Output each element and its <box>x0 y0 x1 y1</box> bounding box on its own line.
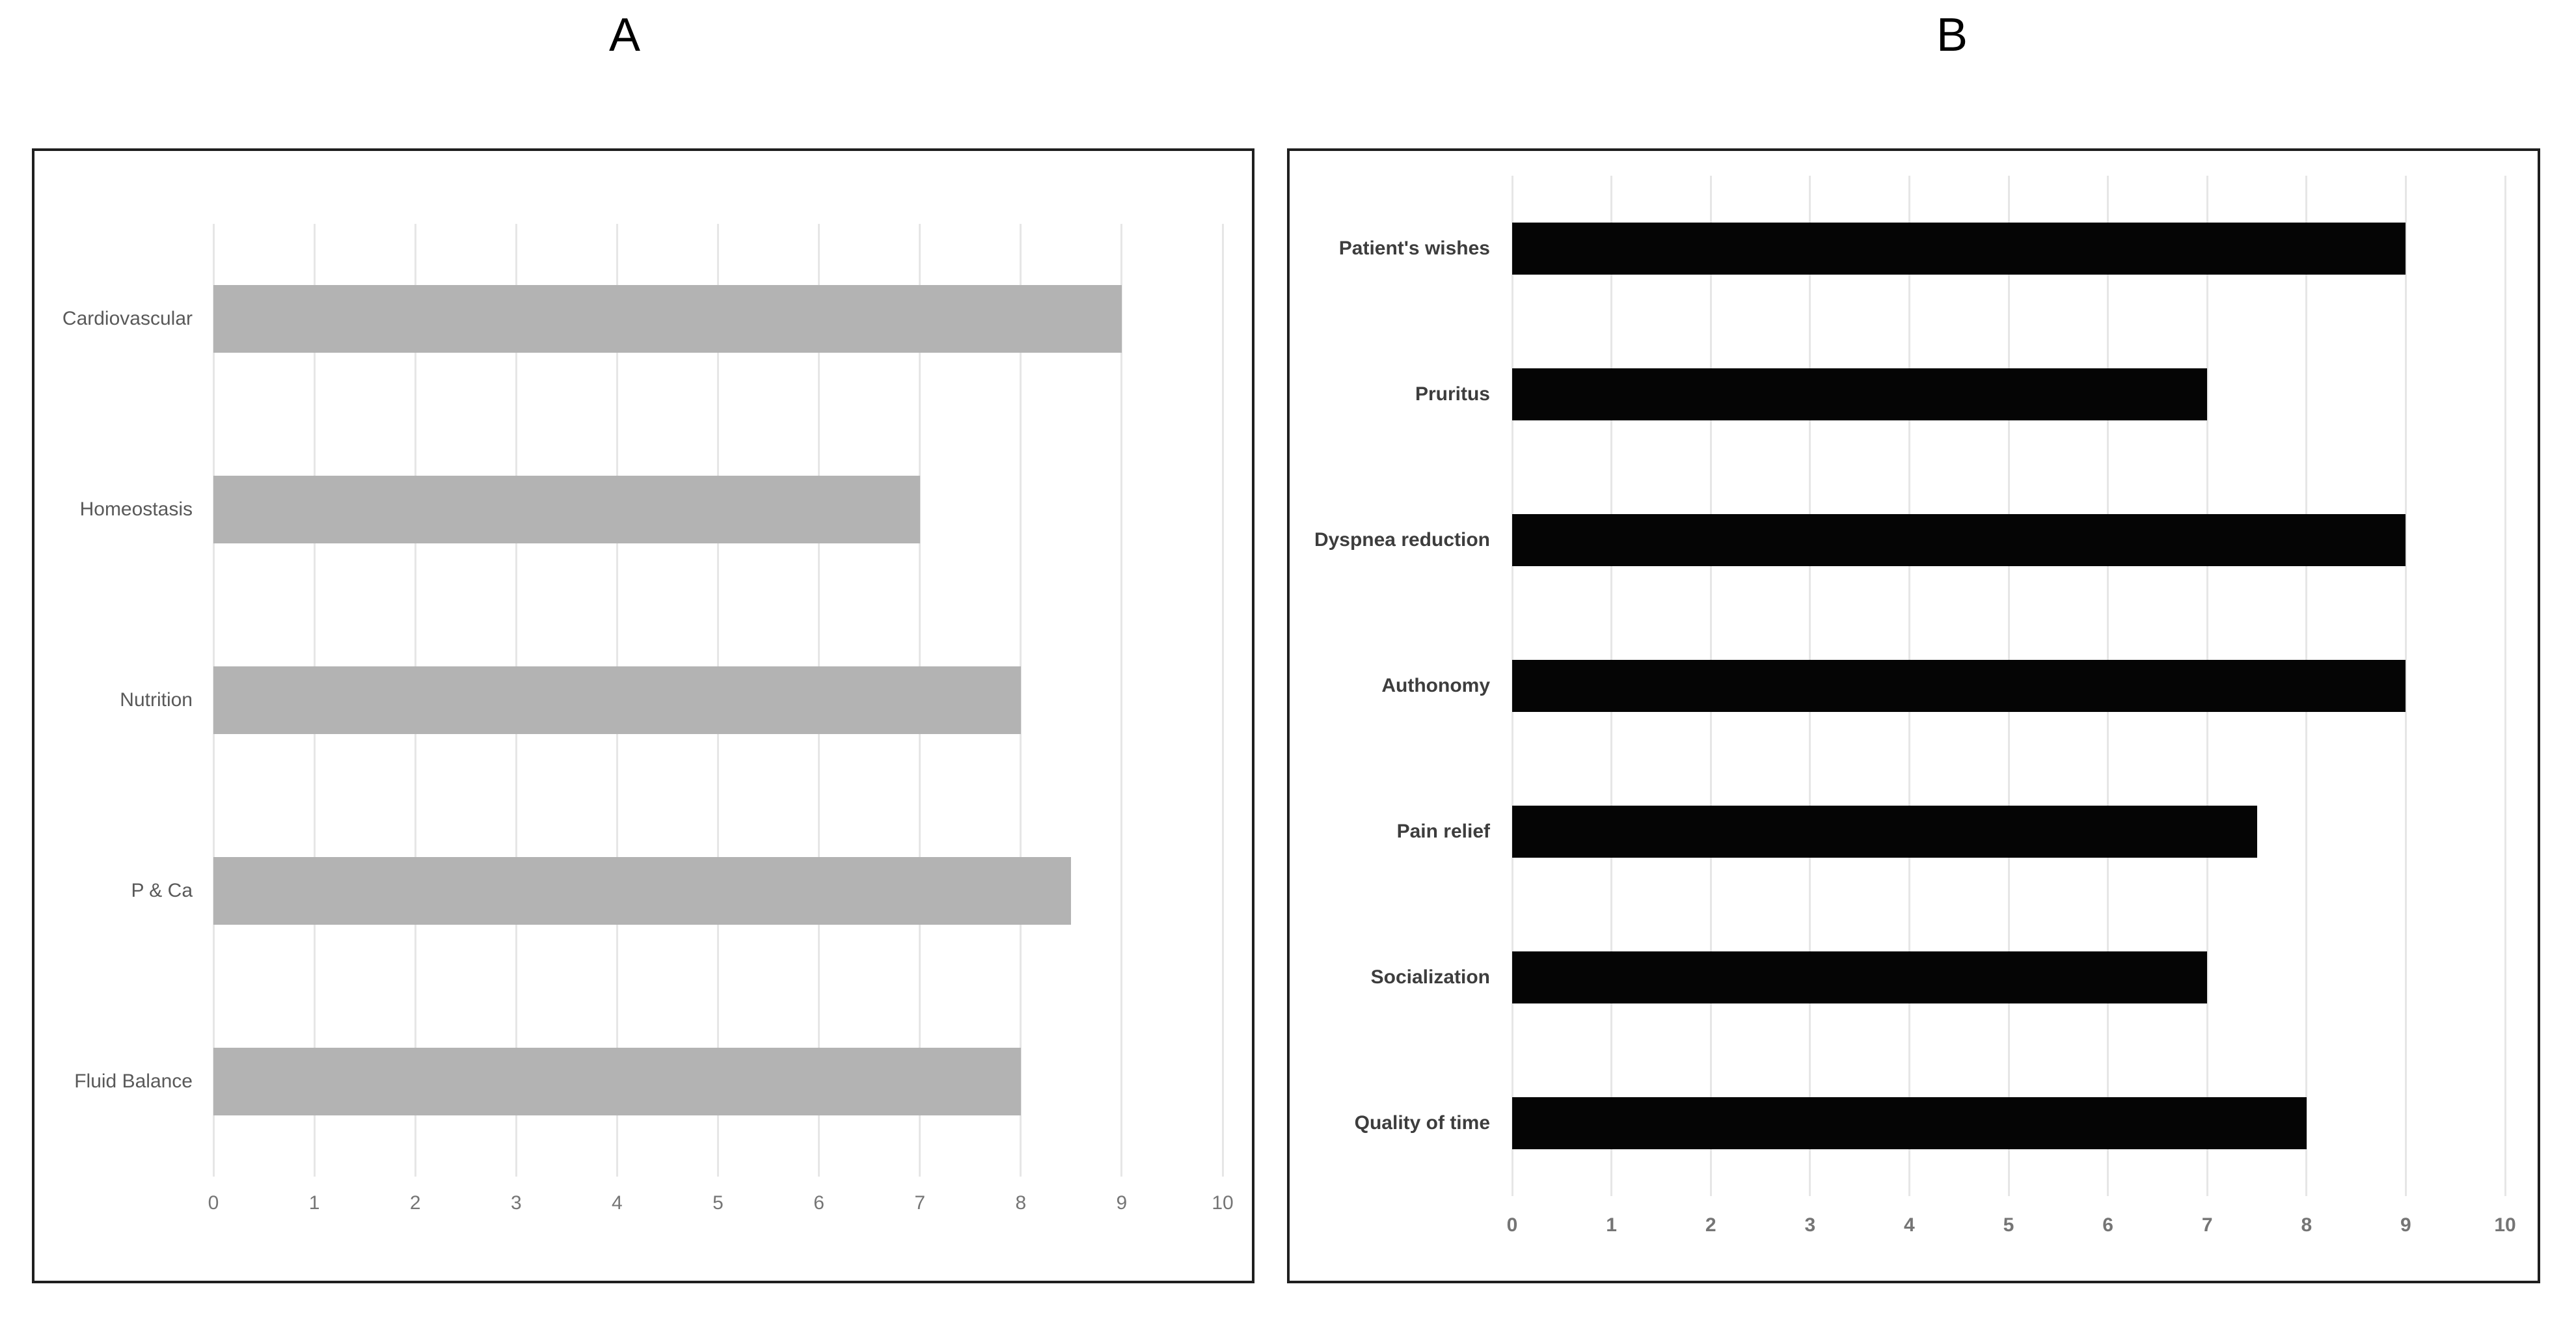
x-tick-label-1: 1 <box>308 1192 320 1214</box>
bar-socialization <box>1512 951 2208 1003</box>
x-tick-label-0: 0 <box>208 1192 219 1214</box>
category-label-dyspnea-reduction: Dyspnea reduction <box>1314 529 1490 551</box>
x-tick-label-0: 0 <box>1506 1214 1518 1236</box>
bar-homeostasis <box>213 476 920 544</box>
x-tick-label-6: 6 <box>813 1192 824 1214</box>
gridline-10 <box>1221 224 1224 1177</box>
bar-fluid-balance <box>213 1047 1021 1115</box>
category-label-authonomy: Authonomy <box>1381 675 1490 696</box>
category-label-patient-s-wishes: Patient's wishes <box>1338 238 1490 259</box>
x-tick-label-5: 5 <box>2003 1214 2014 1236</box>
x-tick-label-4: 4 <box>1904 1214 1915 1236</box>
category-label-fluid-balance: Fluid Balance <box>74 1070 193 1092</box>
gridline-9 <box>2404 176 2407 1196</box>
bar-pruritus <box>1512 368 2208 420</box>
x-tick-label-10: 10 <box>2494 1214 2516 1236</box>
x-tick-label-8: 8 <box>1015 1192 1027 1214</box>
category-label-socialization: Socialization <box>1370 966 1490 988</box>
gridline-10 <box>2504 176 2506 1196</box>
bar-cardiovascular <box>213 285 1122 353</box>
category-label-pain-relief: Pain relief <box>1396 821 1490 842</box>
x-tick-label-7: 7 <box>914 1192 926 1214</box>
panel-a-title: A <box>609 9 641 61</box>
gridline-9 <box>1120 224 1123 1177</box>
bar-quality-of-time <box>1512 1097 2307 1149</box>
panel-b-title: B <box>1936 9 1968 61</box>
x-tick-label-3: 3 <box>510 1192 522 1214</box>
bar-authonomy <box>1512 660 2406 712</box>
gridline-8 <box>1020 224 1022 1177</box>
panel-b-chart: Patient's wishes Pruritus Dyspnea reductio… <box>1287 148 2540 1283</box>
x-tick-label-2: 2 <box>1705 1214 1716 1236</box>
x-tick-label-5: 5 <box>712 1192 724 1214</box>
x-tick-label-3: 3 <box>1804 1214 1816 1236</box>
x-tick-label-4: 4 <box>612 1192 623 1214</box>
category-label-p-ca: P & Ca <box>131 879 193 901</box>
x-tick-label-9: 9 <box>2400 1214 2411 1236</box>
x-tick-label-8: 8 <box>2301 1214 2312 1236</box>
bar-nutrition <box>213 666 1021 734</box>
x-tick-label-7: 7 <box>2201 1214 2213 1236</box>
x-tick-label-9: 9 <box>1116 1192 1128 1214</box>
x-tick-label-10: 10 <box>1212 1192 1234 1214</box>
bar-dyspnea-reduction <box>1512 514 2406 566</box>
category-label-nutrition: Nutrition <box>120 689 193 711</box>
category-label-quality-of-time: Quality of time <box>1354 1112 1490 1134</box>
category-label-pruritus: Pruritus <box>1415 383 1490 405</box>
x-tick-label-6: 6 <box>2102 1214 2113 1236</box>
x-tick-label-1: 1 <box>1606 1214 1617 1236</box>
bar-p-ca <box>213 856 1072 925</box>
category-label-cardiovascular: Cardiovascular <box>62 308 193 330</box>
category-label-homeostasis: Homeostasis <box>79 498 193 521</box>
bar-pain-relief <box>1512 806 2257 858</box>
panel-a-chart: Cardiovascular Homeostasis Nutrition P & Ca… <box>32 148 1254 1283</box>
x-tick-label-2: 2 <box>409 1192 421 1214</box>
bar-patient-s-wishes <box>1512 223 2406 275</box>
